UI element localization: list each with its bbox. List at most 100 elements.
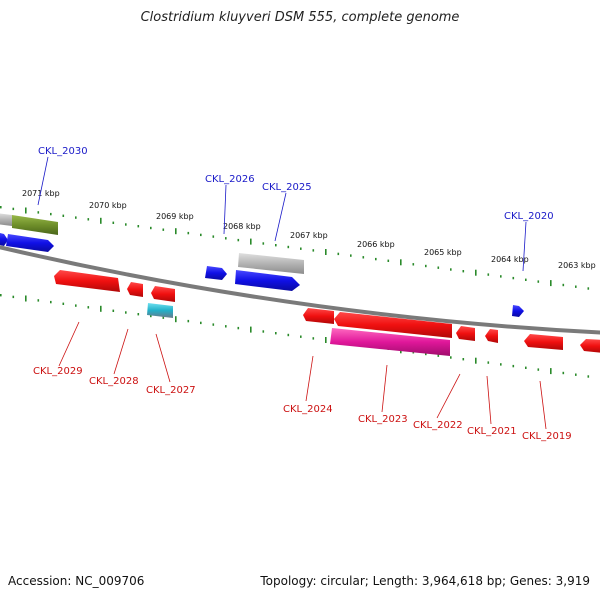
minor-tick (487, 361, 490, 364)
major-tick (400, 259, 402, 266)
gene-label[interactable]: CKL_2019 (522, 431, 572, 442)
minor-tick (312, 249, 315, 252)
major-tick (550, 368, 552, 375)
minor-tick (237, 326, 240, 330)
kbp-label: 2069 kbp (156, 212, 194, 221)
minor-tick (275, 332, 277, 335)
gene-feature[interactable] (512, 305, 524, 317)
gene-feature[interactable] (12, 215, 58, 235)
reverse-strand-features (54, 270, 600, 356)
minor-tick (437, 266, 440, 269)
major-tick (475, 357, 477, 364)
gene-label[interactable]: CKL_2024 (283, 404, 333, 415)
gene-label[interactable]: CKL_2027 (146, 385, 196, 396)
gene-feature[interactable] (456, 326, 475, 341)
kbp-label: 2071 kbp (22, 189, 60, 198)
minor-tick (500, 363, 502, 366)
kbp-label: 2066 kbp (357, 240, 395, 249)
gene-feature[interactable] (205, 266, 227, 280)
gene-feature[interactable] (303, 308, 334, 324)
minor-tick (487, 273, 490, 276)
gene-feature[interactable] (127, 282, 143, 297)
major-tick (550, 280, 552, 287)
minor-tick (37, 211, 40, 214)
gene-feature[interactable] (524, 334, 563, 350)
minor-tick (87, 306, 90, 309)
minor-tick (50, 300, 52, 304)
minor-tick (562, 371, 565, 375)
major-tick (250, 326, 252, 333)
major-tick (175, 228, 177, 235)
minor-tick (50, 212, 52, 216)
minor-tick (537, 280, 540, 283)
minor-tick (575, 285, 577, 288)
gene-feature[interactable] (238, 253, 304, 274)
gene-label[interactable]: CKL_2021 (467, 426, 517, 437)
gene-feature[interactable] (235, 270, 300, 291)
minor-tick (0, 206, 2, 209)
minor-tick (425, 352, 427, 356)
major-tick (100, 217, 102, 224)
major-tick (325, 337, 327, 343)
major-tick (100, 305, 102, 312)
minor-tick (75, 304, 77, 307)
gene-feature[interactable] (54, 270, 120, 292)
gene-feature[interactable] (6, 234, 54, 252)
minor-tick (187, 231, 190, 235)
gene-label[interactable]: CKL_2026 (205, 174, 255, 185)
minor-tick (125, 223, 127, 226)
major-tick (250, 238, 252, 245)
gene-label[interactable]: CKL_2023 (358, 414, 408, 425)
minor-tick (575, 373, 577, 376)
gene-label[interactable]: CKL_2022 (413, 420, 463, 431)
major-tick (25, 295, 27, 302)
minor-tick (500, 275, 502, 278)
gene-feature[interactable] (0, 213, 12, 226)
gene-label[interactable]: CKL_2025 (262, 182, 312, 193)
major-tick (175, 316, 177, 323)
minor-tick (200, 233, 202, 237)
minor-tick (162, 316, 165, 319)
gene-feature[interactable] (147, 303, 173, 318)
chromosome-backbone (0, 245, 600, 335)
genome-summary: Topology: circular; Length: 3,964,618 bp… (260, 574, 590, 588)
gene-label[interactable]: CKL_2029 (33, 366, 83, 377)
minor-tick (450, 356, 452, 359)
major-tick (25, 207, 27, 214)
minor-tick (300, 335, 302, 338)
minor-tick (362, 256, 365, 259)
minor-tick (112, 221, 115, 224)
minor-tick (262, 242, 265, 245)
kbp-label: 2068 kbp (223, 222, 261, 231)
minor-tick (387, 259, 390, 262)
minor-tick (437, 354, 440, 357)
gene-label[interactable]: CKL_2030 (38, 146, 88, 157)
map-title: Clostridium kluyveri DSM 555, complete g… (140, 10, 460, 25)
minor-tick (212, 323, 215, 326)
gene-feature[interactable] (151, 286, 175, 302)
minor-tick (137, 313, 140, 316)
minor-tick (425, 264, 427, 268)
gene-feature[interactable] (485, 329, 498, 343)
minor-tick (562, 283, 565, 287)
minor-tick (12, 295, 15, 299)
minor-tick (512, 364, 515, 368)
minor-tick (12, 207, 15, 211)
kbp-label: 2063 kbp (558, 261, 596, 270)
minor-tick (125, 311, 127, 314)
gene-label[interactable]: CKL_2028 (89, 376, 139, 387)
minor-tick (87, 218, 90, 221)
minor-tick (237, 238, 240, 242)
minor-tick (262, 330, 265, 333)
outer-scale-ticks (0, 206, 590, 290)
inner-scale-ticks (0, 294, 590, 378)
minor-tick (225, 325, 227, 328)
gene-feature[interactable] (0, 232, 8, 246)
gene-feature[interactable] (580, 339, 600, 353)
minor-tick (412, 263, 415, 266)
kbp-scale-labels: 2071 kbp 2070 kbp 2069 kbp 2068 kbp 2067… (22, 189, 596, 270)
gene-label[interactable]: CKL_2020 (504, 211, 554, 222)
gene-feature[interactable] (330, 328, 450, 356)
gene-feature[interactable] (334, 312, 452, 338)
minor-tick (587, 287, 590, 290)
